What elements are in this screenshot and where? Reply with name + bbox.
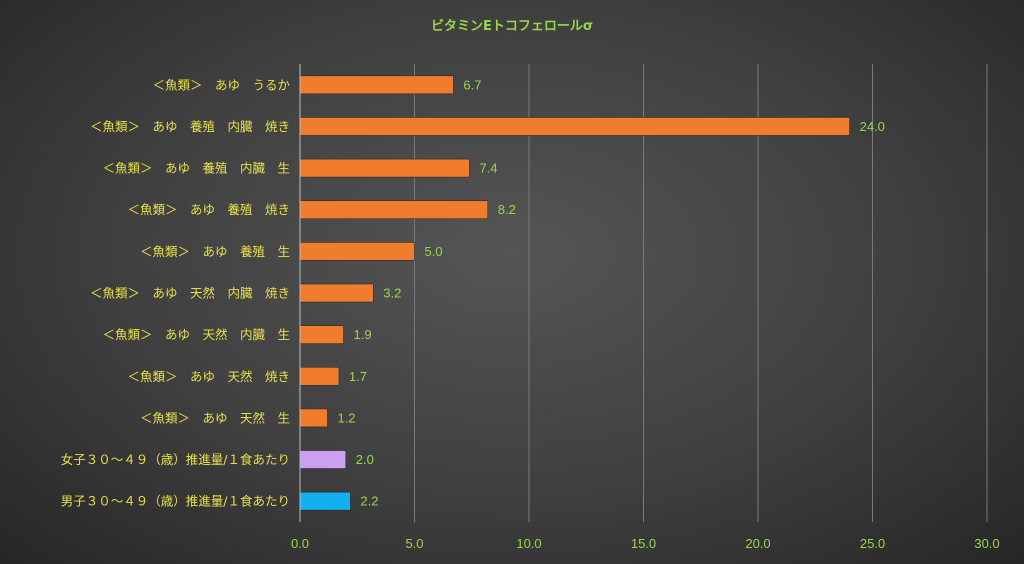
value-label: 1.2 — [337, 410, 355, 425]
value-label: 1.7 — [349, 369, 367, 384]
value-label: 2.2 — [360, 494, 378, 509]
bar — [299, 450, 347, 469]
category-label: ＜魚類＞ あゆ 養殖 内臓 生 — [102, 161, 290, 176]
gridlines — [414, 64, 988, 522]
bar — [299, 242, 415, 261]
bar — [299, 408, 328, 428]
bar — [299, 366, 340, 386]
value-labels: 6.7 24.0 7.4 8.2 5.0 3.2 1.9 1.7 1.2 2.0 2.2 — [337, 77, 884, 508]
value-label: 3.2 — [383, 286, 401, 301]
x-tick-label: 5.0 — [405, 536, 423, 551]
bar — [299, 491, 351, 511]
category-label: ＜魚類＞ あゆ 天然 内臓 生 — [102, 327, 290, 342]
bar — [299, 117, 850, 136]
category-label: ＜魚類＞ あゆ 養殖 内臓 焼き — [90, 119, 290, 134]
category-label: ＜魚類＞ あゆ 天然 焼き — [127, 369, 290, 384]
x-tick-label: 20.0 — [745, 536, 770, 551]
value-label: 7.4 — [479, 161, 497, 176]
bar — [299, 200, 489, 220]
bar — [299, 325, 344, 344]
category-label: ＜魚類＞ あゆ うるか — [152, 77, 290, 92]
value-label: 24.0 — [860, 119, 885, 134]
category-label: 男子３０～４９（歳）推進量/１食あたり — [61, 494, 290, 509]
bar — [299, 283, 374, 303]
chart-title: ビタミンEトコフェロールσ — [431, 18, 593, 34]
value-label: 5.0 — [425, 244, 443, 259]
value-label: 8.2 — [498, 202, 516, 217]
category-labels: ＜魚類＞ あゆ うるか ＜魚類＞ あゆ 養殖 内臓 焼き ＜魚類＞ あゆ 養殖 内臓… — [61, 77, 291, 508]
category-label: ＜魚類＞ あゆ 天然 生 — [140, 410, 290, 425]
category-label: ＜魚類＞ あゆ 天然 内臓 焼き — [90, 286, 290, 301]
x-tick-label: 30.0 — [974, 536, 999, 551]
value-label: 1.9 — [354, 327, 372, 342]
x-axis-tick-labels: 0.0 5.0 10.0 15.0 20.0 25.0 30.0 — [291, 536, 1000, 551]
value-label: 2.0 — [356, 452, 374, 467]
bar — [299, 158, 470, 178]
value-label: 6.7 — [463, 77, 481, 92]
category-label: ＜魚類＞ あゆ 養殖 焼き — [127, 202, 290, 217]
category-label: ＜魚類＞ あゆ 養殖 生 — [140, 244, 290, 259]
x-tick-label: 0.0 — [291, 536, 309, 551]
bar — [299, 75, 454, 95]
x-tick-label: 15.0 — [631, 536, 656, 551]
x-tick-label: 10.0 — [516, 536, 541, 551]
category-label: 女子３０～４９（歳）推進量/１食あたり — [61, 452, 290, 467]
x-tick-label: 25.0 — [860, 536, 885, 551]
